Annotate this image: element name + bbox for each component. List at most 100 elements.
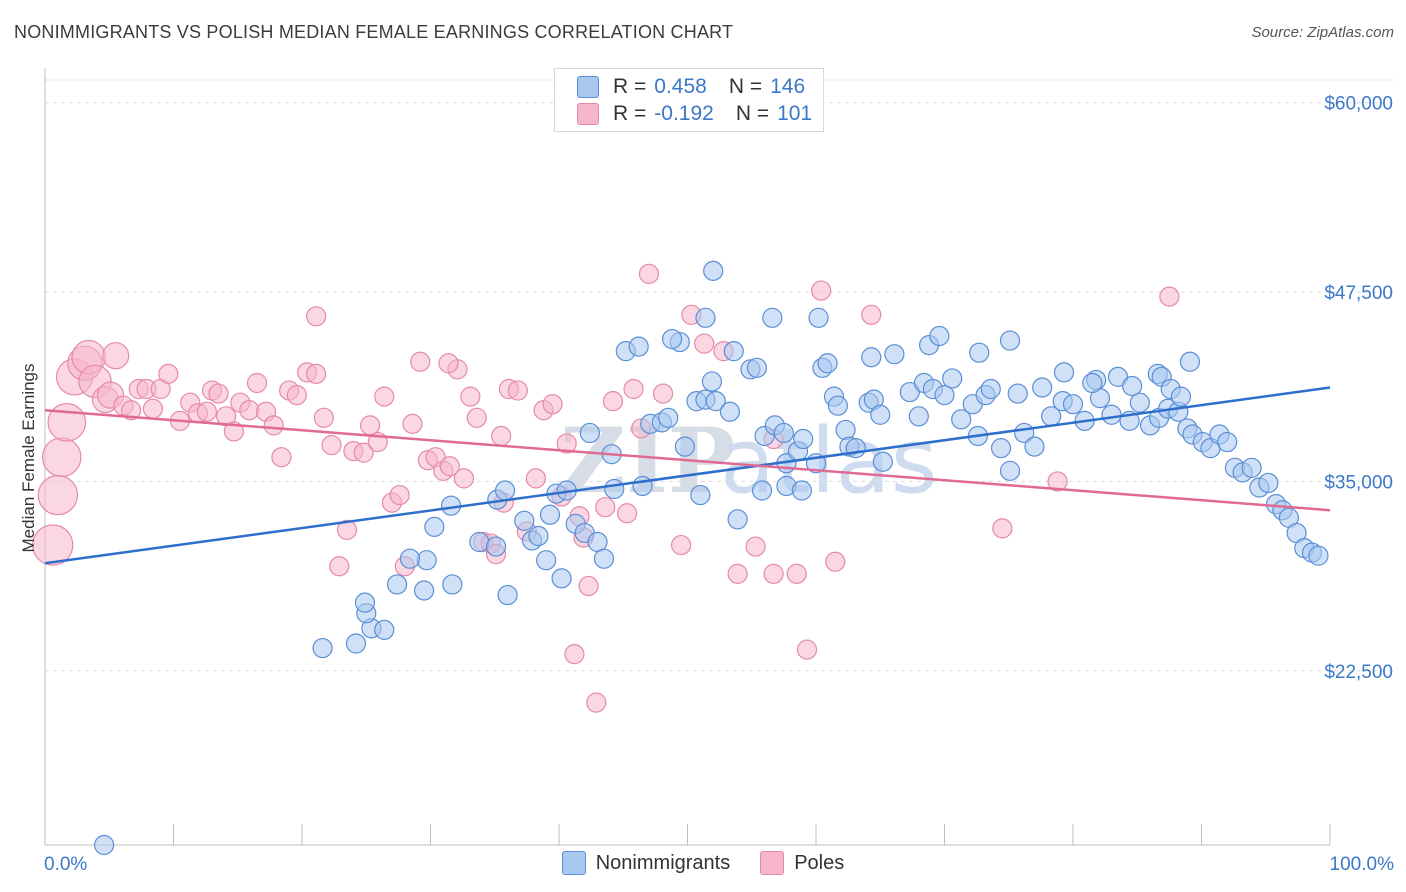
y-tick-labels: $22,500 $35,000 $47,500 $60,000 xyxy=(1324,94,1393,683)
nonimmigrants-point xyxy=(1007,383,1028,404)
nonimmigrants-point xyxy=(528,525,549,547)
nonimmigrants-point xyxy=(1107,366,1129,388)
poles-point xyxy=(102,342,130,370)
legend-r-value: -0.192 xyxy=(654,102,714,125)
nonimmigrants-point xyxy=(551,568,572,589)
nonimmigrants-point xyxy=(1258,472,1279,494)
poles-point xyxy=(586,692,607,713)
poles-point xyxy=(389,484,410,506)
poles-point xyxy=(410,351,431,372)
nonimmigrants-point xyxy=(942,368,963,389)
nonimmigrants-point xyxy=(1053,362,1075,383)
nonimmigrants-point xyxy=(999,330,1021,351)
grid-lines xyxy=(45,79,1395,672)
nonimmigrants-point xyxy=(723,341,744,362)
nonimmigrants-point xyxy=(845,438,866,459)
y-axis-label: Median Female Earnings xyxy=(19,364,38,553)
poles-point xyxy=(992,518,1013,539)
nonimmigrants-point xyxy=(1024,436,1045,457)
nonimmigrants-point xyxy=(701,371,723,392)
nonimmigrants-point xyxy=(674,436,696,457)
poles-point xyxy=(439,456,460,477)
trend-lines xyxy=(44,386,1331,565)
poles-point xyxy=(286,384,307,406)
nonimmigrants-point xyxy=(416,550,437,571)
nonimmigrants-point xyxy=(980,378,1001,400)
nonimmigrants-trend-line xyxy=(44,386,1331,565)
nonimmigrants-point xyxy=(399,548,421,569)
nonimmigrants-point xyxy=(773,422,794,444)
poles-point xyxy=(41,437,82,478)
x-tick-label-min: 0.0% xyxy=(44,854,87,875)
nonimmigrants-series xyxy=(94,260,1329,856)
legend-n-value: 146 xyxy=(770,75,806,98)
nonimmigrants-point xyxy=(1122,375,1143,397)
nonimmigrants-point xyxy=(628,336,649,357)
nonimmigrants-point xyxy=(658,407,679,428)
nonimmigrants-point xyxy=(374,619,395,640)
y-tick-label: $47,500 xyxy=(1324,283,1393,304)
poles-point xyxy=(329,556,350,577)
nonimmigrants-point xyxy=(1032,377,1053,398)
legend-item-poles[interactable]: Poles xyxy=(760,851,844,875)
stats-legend: R = 0.458 N = 146 R = -0.192 N = 101 xyxy=(554,68,824,132)
nonimmigrants-point xyxy=(1179,351,1201,372)
legend-swatch-blue xyxy=(577,76,599,98)
poles-point xyxy=(142,398,164,419)
nonimmigrants-point xyxy=(817,353,838,374)
nonimmigrants-point xyxy=(536,550,557,571)
poles-point xyxy=(825,551,846,572)
watermark: ZIP atlas xyxy=(560,408,938,514)
poles-point xyxy=(578,575,599,597)
poles-trend-line xyxy=(44,408,1331,512)
nonimmigrants-point xyxy=(497,584,518,606)
legend-n-value: 101 xyxy=(777,102,813,125)
poles-point xyxy=(525,468,546,489)
legend-item-nonimmigrants[interactable]: Nonimmigrants xyxy=(561,851,731,875)
nonimmigrants-point xyxy=(1082,372,1103,394)
poles-point xyxy=(861,304,882,325)
poles-point xyxy=(196,401,218,422)
poles-point xyxy=(460,386,481,407)
nonimmigrants-point xyxy=(312,637,333,659)
poles-point xyxy=(402,413,423,434)
x-tick-label-max: 100.0% xyxy=(1330,854,1395,875)
poles-point xyxy=(727,563,748,584)
nonimmigrants-point xyxy=(762,307,783,328)
nonimmigrants-point xyxy=(1170,386,1192,407)
y-tick-label: $35,000 xyxy=(1324,472,1393,493)
nonimmigrants-point xyxy=(969,342,990,363)
nonimmigrants-point xyxy=(690,484,711,506)
nonimmigrants-point xyxy=(719,401,741,422)
nonimmigrants-point xyxy=(793,428,814,450)
nonimmigrants-point xyxy=(808,307,829,328)
nonimmigrants-point xyxy=(424,516,445,537)
nonimmigrants-point xyxy=(835,419,856,441)
legend-row-poles: R = -0.192 N = 101 xyxy=(577,101,812,127)
poles-point xyxy=(353,442,374,463)
poles-point xyxy=(438,353,459,374)
nonimmigrants-point xyxy=(485,536,507,557)
poles-point xyxy=(638,263,660,285)
poles-point xyxy=(652,383,674,404)
axes xyxy=(44,68,1331,846)
nonimmigrants-point xyxy=(929,325,950,347)
nonimmigrants-point xyxy=(413,580,435,601)
nonimmigrants-point xyxy=(951,409,972,430)
poles-point xyxy=(595,497,616,518)
legend-n-label: N = xyxy=(728,75,763,98)
poles-point xyxy=(239,400,260,421)
poles-point xyxy=(745,536,766,557)
poles-point xyxy=(466,407,487,428)
poles-point xyxy=(208,383,229,404)
chart-title: NONIMMIGRANTS VS POLISH MEDIAN FEMALE EA… xyxy=(14,22,734,42)
poles-point xyxy=(32,524,74,566)
y-tick-label: $60,000 xyxy=(1324,94,1393,115)
poles-point xyxy=(542,394,563,415)
poles-point xyxy=(306,363,327,384)
poles-point xyxy=(453,468,475,489)
poles-point xyxy=(246,372,268,394)
legend-label-nonimmigrants: Nonimmigrants xyxy=(595,851,731,874)
nonimmigrants-point xyxy=(899,381,920,403)
poles-point xyxy=(796,639,818,660)
